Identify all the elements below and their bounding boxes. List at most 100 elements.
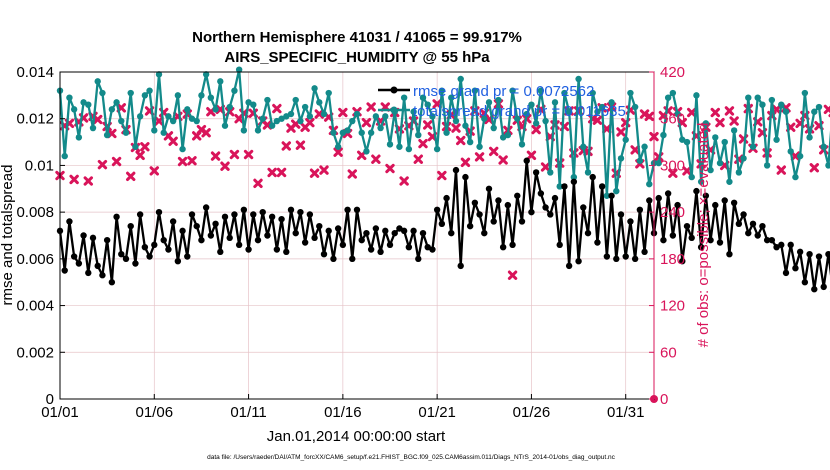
totalspread-point xyxy=(99,89,106,97)
rmse-point xyxy=(344,206,351,214)
rmse-point xyxy=(278,215,285,223)
rmse-point xyxy=(391,229,398,237)
obs-evaluated-marker xyxy=(295,140,306,150)
rmse-point xyxy=(627,218,634,225)
rmse-point xyxy=(202,204,210,211)
rmse-point xyxy=(334,225,342,232)
rmse-point xyxy=(193,222,200,230)
totalspread-point xyxy=(273,117,281,125)
totalspread-point xyxy=(122,129,130,136)
totalspread-point xyxy=(721,138,728,146)
rmse-point xyxy=(301,239,309,246)
obs-evaluated-marker xyxy=(531,124,541,135)
obs-evaluated-marker xyxy=(177,156,188,167)
rmse-point xyxy=(415,255,422,263)
rmse-point xyxy=(113,213,120,221)
totalspread-point xyxy=(806,134,813,141)
obs-evaluated-marker xyxy=(111,156,122,167)
legend-marker-rmse xyxy=(390,86,398,94)
totalspread-point xyxy=(509,87,516,94)
legend-label-spread: totalspread grand pr = 0.011635 xyxy=(413,103,626,120)
rmse-point xyxy=(273,246,281,253)
obs-evaluated-marker xyxy=(154,116,164,126)
obs-evaluated-marker xyxy=(253,178,263,189)
rmse-point xyxy=(405,243,413,251)
rmse-point xyxy=(250,211,257,218)
totalspread-point xyxy=(542,117,549,125)
rmse-point xyxy=(386,241,394,249)
obs-evaluated-marker xyxy=(724,106,735,116)
totalspread-point xyxy=(820,143,827,150)
rmse-point xyxy=(730,199,738,206)
totalspread-point xyxy=(537,87,545,94)
totalspread-point xyxy=(693,92,700,99)
totalspread-point xyxy=(367,129,375,136)
rmse-point xyxy=(254,236,262,244)
rmse-point xyxy=(532,169,540,176)
obs-evaluated-marker xyxy=(281,141,291,151)
rmse-point xyxy=(108,279,116,286)
totalspread-point xyxy=(184,106,191,113)
rmse-point xyxy=(165,246,172,253)
totalspread-point xyxy=(155,71,163,78)
rmse-point xyxy=(622,253,629,260)
plot-area xyxy=(60,72,654,399)
totalspread-point xyxy=(358,129,365,136)
rmse-point xyxy=(235,241,243,249)
totalspread-point xyxy=(688,173,695,181)
rmse-point xyxy=(70,253,78,260)
rmse-point xyxy=(377,248,384,256)
totalspread-point xyxy=(792,173,799,181)
rmse-point xyxy=(268,213,276,221)
rmse-point xyxy=(438,220,446,228)
rmse-point xyxy=(245,246,252,253)
obs-evaluated-marker xyxy=(418,138,428,149)
obs-evaluated-marker xyxy=(272,103,282,114)
totalspread-point xyxy=(198,92,205,99)
obs-evaluated-marker xyxy=(432,99,442,109)
rmse-point xyxy=(217,248,224,256)
obs-evaluated-marker xyxy=(347,169,357,179)
totalspread-point xyxy=(716,159,724,167)
obs-evaluated-marker xyxy=(361,117,372,128)
rmse-point xyxy=(594,239,601,246)
rmse-point xyxy=(330,255,337,263)
rmse-point xyxy=(537,190,545,197)
totalspread-point xyxy=(570,173,578,181)
totalspread-point xyxy=(631,103,639,111)
rmse-point xyxy=(712,201,719,209)
obs-evaluated-marker xyxy=(460,157,471,168)
totalspread-point xyxy=(320,110,328,118)
rmse-point xyxy=(551,194,559,202)
rmse-point xyxy=(132,260,139,267)
obs-evaluated-marker xyxy=(790,151,801,161)
totalspread-point xyxy=(669,89,677,97)
rmse-point xyxy=(103,236,111,244)
totalspread-point xyxy=(584,169,592,176)
totalspread-point xyxy=(532,120,540,127)
obs-evaluated-marker xyxy=(498,155,508,165)
y-tick-label: 0.004 xyxy=(16,298,54,315)
totalspread-point xyxy=(113,99,120,106)
x-tick-label: 01/26 xyxy=(513,404,551,421)
totalspread-point xyxy=(504,131,512,139)
obs-evaluated-marker xyxy=(630,145,640,155)
obs-evaluated-marker xyxy=(319,165,329,175)
rmse-point xyxy=(85,269,92,277)
rmse-point xyxy=(811,286,818,293)
rmse-point xyxy=(155,208,163,216)
obs-evaluated-marker xyxy=(366,102,376,112)
rmse-point xyxy=(358,236,365,244)
totalspread-point xyxy=(433,145,441,153)
obs-evaluated-marker xyxy=(220,161,230,171)
rmse-point xyxy=(547,211,554,218)
totalspread-point xyxy=(169,117,177,125)
totalspread-point xyxy=(132,143,139,150)
x-tick-label: 01/31 xyxy=(607,404,645,421)
totalspread-point xyxy=(103,131,111,139)
obs-evaluated-marker xyxy=(715,117,725,128)
obs-evaluated-marker xyxy=(126,171,136,182)
rmse-point xyxy=(462,173,469,181)
totalspread-point xyxy=(603,192,611,199)
rmse-point xyxy=(400,227,408,235)
